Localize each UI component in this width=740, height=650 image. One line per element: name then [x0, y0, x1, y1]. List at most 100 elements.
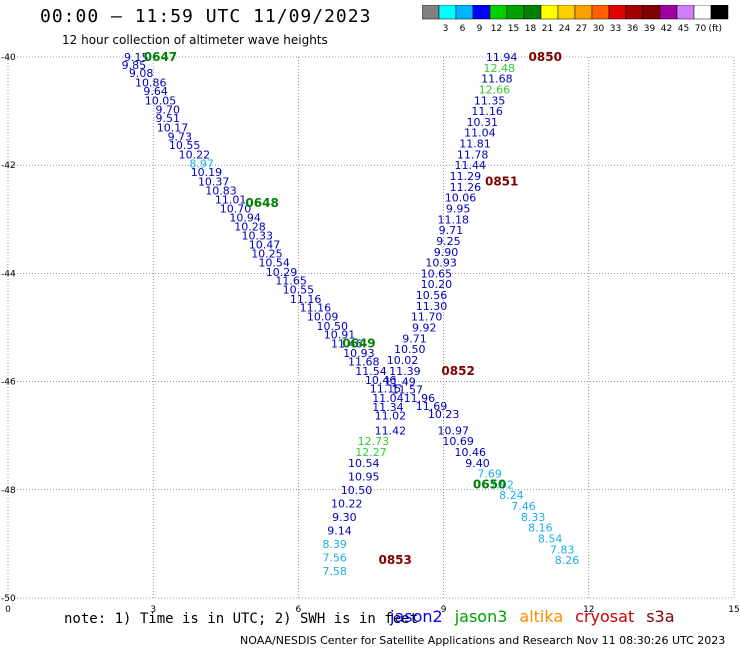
swh-value-label: 9.90: [434, 246, 459, 259]
swh-value-label: 9.40: [465, 457, 490, 470]
pass-time-label: 0647: [144, 50, 177, 64]
swh-value-label: 11.96: [404, 392, 436, 405]
colorbar-label: 15: [508, 24, 519, 34]
swh-value-label: 11.16: [300, 301, 332, 314]
x-tick-label: 3: [150, 605, 156, 615]
colorbar-label: 3: [443, 24, 449, 34]
swh-value-label: 10.97: [438, 424, 470, 437]
swh-value-label: 9.71: [439, 224, 464, 237]
colorbar-label: 70: [695, 24, 707, 34]
pass-time-label: 0650: [473, 477, 506, 491]
swh-value-label: 10.95: [348, 470, 380, 483]
footnote: note: 1) Time is in UTC; 2) SWH is in fe…: [64, 611, 419, 627]
swh-value-label: 10.46: [365, 374, 397, 387]
chart-title: 00:00 – 11:59 UTC 11/09/2023: [40, 6, 372, 27]
swh-value-label: 11.78: [457, 148, 489, 161]
swh-value-label: 10.17: [157, 121, 189, 134]
swh-value-label: 10.54: [348, 457, 380, 470]
colorbar-label: 30: [593, 24, 605, 34]
swh-value-label: 10.50: [317, 320, 349, 333]
swh-value-label: 10.55: [169, 139, 201, 152]
swh-value-label: 11.16: [471, 105, 503, 118]
legend-s3a: s3a: [646, 607, 675, 626]
x-tick-label: 12: [583, 605, 594, 615]
x-tick-label: 6: [296, 605, 302, 615]
x-tick-label: 0: [5, 605, 11, 615]
y-tick-label: -48: [1, 486, 16, 496]
x-tick-label: 15: [728, 605, 739, 615]
swh-value-label: 11.68: [481, 73, 513, 86]
swh-value-label: 10.46: [454, 446, 486, 459]
satellite-legend: jason2 jason3 altika cryosat s3a: [390, 607, 687, 626]
y-tick-label: -40: [1, 53, 16, 63]
swh-value-label: 10.25: [251, 247, 283, 260]
swh-value-label: 10.65: [421, 267, 453, 280]
swh-value-label: 11.69: [416, 400, 448, 413]
swh-value-label: 8.97: [189, 158, 214, 171]
swh-value-label: 10.02: [387, 354, 419, 367]
swh-value-label: 7.58: [322, 565, 347, 578]
swh-value-label: 7.92: [489, 478, 514, 491]
swh-value-label: 11.16: [290, 293, 322, 306]
swh-value-label: 10.19: [191, 166, 223, 179]
swh-value-label: 9.15: [124, 51, 149, 64]
y-tick-label: -44: [1, 269, 16, 279]
swh-value-label: 11.81: [459, 138, 491, 151]
swh-value-label: 11.65: [275, 274, 307, 287]
colorbar-label: 45: [678, 24, 689, 34]
swh-value-label: 10.22: [179, 148, 211, 161]
swh-value-label: 9.73: [168, 131, 193, 144]
swh-value-label: 9.64: [143, 85, 168, 98]
colorbar-label: 12: [491, 24, 502, 34]
swh-value-label: 7.83: [550, 543, 575, 556]
swh-value-label: 10.69: [442, 435, 474, 448]
pass-time-label: 0649: [342, 337, 375, 351]
swh-value-label: 10.37: [198, 175, 230, 188]
colorbar-label: 36: [627, 24, 639, 34]
colorbar-swatch: [710, 5, 729, 20]
colorbar-label: 24: [559, 24, 571, 34]
pass-time-label: 0850: [529, 50, 562, 64]
swh-value-label: 8.39: [322, 538, 347, 551]
swh-value-label: 8.54: [538, 532, 563, 545]
swh-value-label: 10.93: [343, 347, 375, 360]
swh-value-label: 12.48: [484, 62, 516, 75]
swh-value-label: 11.57: [392, 384, 424, 397]
swh-value-label: 9.25: [436, 235, 461, 248]
swh-value-label: 11.34: [372, 401, 404, 414]
pass-time-label: 0648: [245, 196, 278, 210]
swh-value-label: 10.23: [428, 408, 460, 421]
chart-subtitle: 12 hour collection of altimeter wave hei…: [62, 33, 328, 47]
swh-value-label: 10.22: [331, 497, 363, 510]
legend-cryosat: cryosat: [575, 607, 635, 626]
swh-value-label: 11.49: [384, 376, 416, 389]
swh-colorbar: 3 6 9 12 15 18 21 24 27 30 33 36 39 42 45 70 (ft): [422, 5, 729, 34]
swh-value-label: 9.71: [402, 332, 427, 345]
swh-value-label: 11.54: [355, 365, 387, 378]
swh-value-label: 10.55: [283, 284, 315, 297]
swh-value-label: 9.92: [412, 322, 437, 335]
colorbar-label: 21: [542, 24, 553, 34]
swh-value-label: 10.09: [307, 311, 339, 324]
swh-value-label: 10.93: [425, 257, 457, 270]
swh-value-label: 11.18: [438, 213, 470, 226]
swh-value-label: 11.15: [370, 383, 402, 396]
swh-value-label: 10.83: [205, 185, 237, 198]
swh-value-label: 12.73: [358, 435, 390, 448]
swh-value-label: 11.94: [486, 51, 518, 64]
swh-value-label: 10.29: [266, 266, 298, 279]
swh-value-label: 11.39: [389, 365, 421, 378]
swh-value-label: 10.50: [341, 484, 373, 497]
colorbar-label: 33: [610, 24, 621, 34]
swh-value-label: 11.30: [416, 300, 448, 313]
swh-value-label: 11.04: [464, 127, 496, 140]
colorbar-label: 9: [477, 24, 483, 34]
colorbar-label: 18: [525, 24, 537, 34]
swh-value-label: 11.35: [474, 94, 506, 107]
swh-value-label: 9.08: [129, 67, 154, 80]
colorbar-label: 6: [460, 24, 466, 34]
swh-value-label: 7.46: [511, 500, 536, 513]
pass-time-label: 0853: [378, 553, 411, 567]
swh-value-label: 10.05: [145, 94, 177, 107]
